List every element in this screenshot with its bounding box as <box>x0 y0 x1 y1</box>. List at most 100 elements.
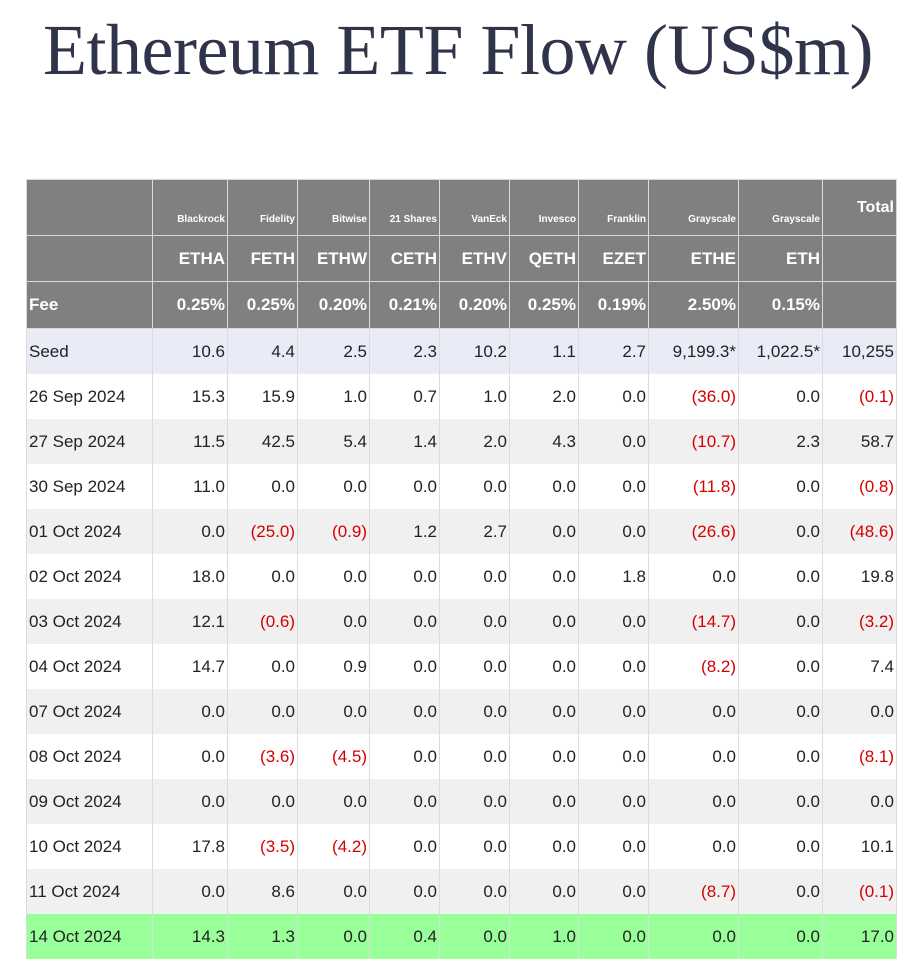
flow-cell: (14.7) <box>649 599 739 644</box>
total-cell: 0.0 <box>823 689 897 734</box>
flow-cell: 15.9 <box>228 374 298 419</box>
issuer-header: Bitwise <box>298 180 370 236</box>
flow-cell: 0.0 <box>153 689 228 734</box>
flow-cell: 0.0 <box>370 779 440 824</box>
flow-cell: 2.0 <box>510 374 579 419</box>
flow-cell: 0.0 <box>579 599 649 644</box>
row-date: 10 Oct 2024 <box>27 824 153 869</box>
flow-cell: 0.0 <box>440 599 510 644</box>
flow-cell: 10.2 <box>440 329 510 375</box>
flow-cell: 0.0 <box>579 464 649 509</box>
total-cell: (0.1) <box>823 869 897 914</box>
flow-cell: 0.0 <box>739 689 823 734</box>
flow-cell: (11.8) <box>649 464 739 509</box>
flow-cell: 18.0 <box>153 554 228 599</box>
flow-cell: 11.5 <box>153 419 228 464</box>
total-cell: 19.8 <box>823 554 897 599</box>
row-date: 14 Oct 2024 <box>27 914 153 959</box>
flow-cell: 0.0 <box>579 779 649 824</box>
flow-cell: 2.3 <box>370 329 440 375</box>
flow-cell: 0.0 <box>370 464 440 509</box>
row-date: 03 Oct 2024 <box>27 599 153 644</box>
flow-cell: (36.0) <box>649 374 739 419</box>
total-cell: 0.0 <box>823 779 897 824</box>
flow-cell: 0.0 <box>510 464 579 509</box>
fee-value: 0.20% <box>440 282 510 329</box>
flow-cell: 0.0 <box>649 824 739 869</box>
flow-cell: 0.0 <box>298 554 370 599</box>
fee-value: 0.25% <box>153 282 228 329</box>
row-date: 07 Oct 2024 <box>27 689 153 734</box>
flow-cell: 0.0 <box>440 869 510 914</box>
flow-cell: 14.7 <box>153 644 228 689</box>
flow-cell: (4.2) <box>298 824 370 869</box>
flow-cell: 0.0 <box>510 869 579 914</box>
issuer-header: Grayscale <box>739 180 823 236</box>
issuer-header: Blackrock <box>153 180 228 236</box>
row-date: 08 Oct 2024 <box>27 734 153 779</box>
flow-cell: 2.7 <box>440 509 510 554</box>
flow-cell: (0.9) <box>298 509 370 554</box>
flow-cell: 0.0 <box>440 689 510 734</box>
flow-cell: (8.7) <box>649 869 739 914</box>
issuer-header: VanEck <box>440 180 510 236</box>
flow-cell: 0.9 <box>298 644 370 689</box>
flow-cell: 0.0 <box>510 599 579 644</box>
flow-cell: 0.0 <box>579 824 649 869</box>
row-date: 01 Oct 2024 <box>27 509 153 554</box>
flow-cell: 0.0 <box>370 869 440 914</box>
flow-cell: 1.1 <box>510 329 579 375</box>
flow-cell: 17.8 <box>153 824 228 869</box>
flow-cell: 0.0 <box>510 509 579 554</box>
issuer-header: Franklin <box>579 180 649 236</box>
flow-cell: 0.0 <box>370 644 440 689</box>
flow-cell: 0.0 <box>510 824 579 869</box>
fee-value: 0.20% <box>298 282 370 329</box>
flow-cell: 0.0 <box>510 779 579 824</box>
flow-cell: 0.0 <box>153 869 228 914</box>
flow-cell: 0.0 <box>153 509 228 554</box>
flow-cell: 0.0 <box>440 914 510 959</box>
flow-cell: 0.0 <box>649 779 739 824</box>
flow-cell: 0.0 <box>739 644 823 689</box>
total-cell: (48.6) <box>823 509 897 554</box>
flow-cell: 42.5 <box>228 419 298 464</box>
header-corner <box>27 236 153 282</box>
ticker-header: ETHV <box>440 236 510 282</box>
flow-cell: 0.0 <box>739 869 823 914</box>
flow-cell: 2.0 <box>440 419 510 464</box>
flow-cell: (3.6) <box>228 734 298 779</box>
row-date: 11 Oct 2024 <box>27 869 153 914</box>
flow-cell: 0.0 <box>579 419 649 464</box>
flow-cell: (3.5) <box>228 824 298 869</box>
flow-cell: 1.0 <box>440 374 510 419</box>
flow-cell: 0.0 <box>579 644 649 689</box>
issuer-header: Grayscale <box>649 180 739 236</box>
flow-cell: 0.0 <box>739 554 823 599</box>
total-cell: (8.1) <box>823 734 897 779</box>
flow-cell: 0.0 <box>298 779 370 824</box>
total-cell: 7.4 <box>823 644 897 689</box>
flow-cell: 10.6 <box>153 329 228 375</box>
flow-cell: 0.0 <box>440 824 510 869</box>
flow-cell: 0.0 <box>579 734 649 779</box>
ticker-header: FETH <box>228 236 298 282</box>
flow-cell: 0.0 <box>298 689 370 734</box>
flow-cell: 1.0 <box>510 914 579 959</box>
issuer-header: Fidelity <box>228 180 298 236</box>
flow-cell: 0.0 <box>739 464 823 509</box>
flow-cell: 0.0 <box>298 914 370 959</box>
total-cell: 58.7 <box>823 419 897 464</box>
flow-cell: 0.0 <box>579 374 649 419</box>
total-cell: 10.1 <box>823 824 897 869</box>
